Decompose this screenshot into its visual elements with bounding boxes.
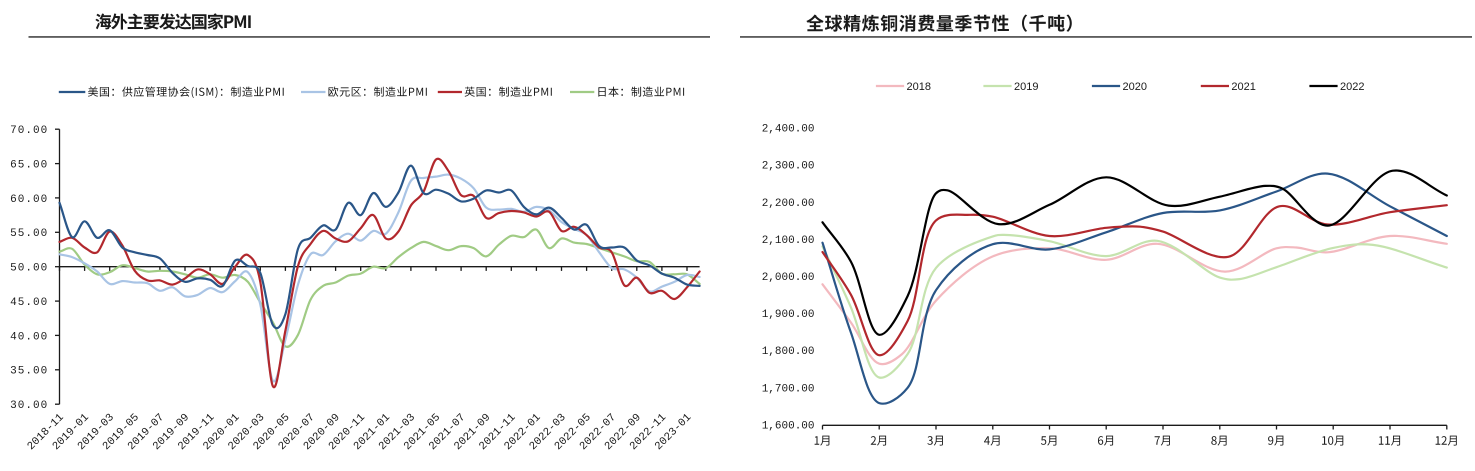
svg-text:2021: 2021 [1231,81,1255,93]
svg-text:1,700.00: 1,700.00 [762,383,815,395]
svg-text:2,000.00: 2,000.00 [762,272,815,284]
svg-text:35.00: 35.00 [10,366,48,378]
svg-text:65.00: 65.00 [10,160,48,172]
svg-text:2,400.00: 2,400.00 [762,124,815,136]
svg-text:45.00: 45.00 [10,297,48,309]
svg-text:2,100.00: 2,100.00 [762,235,815,247]
svg-text:2,300.00: 2,300.00 [762,161,815,173]
svg-text:2,200.00: 2,200.00 [762,198,815,210]
svg-text:70.00: 70.00 [10,125,48,137]
svg-text:2019: 2019 [1014,81,1038,93]
svg-text:1,800.00: 1,800.00 [762,346,815,358]
svg-text:2018: 2018 [907,81,931,93]
svg-text:60.00: 60.00 [10,194,48,206]
svg-text:2020: 2020 [1123,81,1147,93]
svg-text:40.00: 40.00 [10,331,48,343]
svg-text:2022: 2022 [1340,81,1364,93]
svg-text:1,900.00: 1,900.00 [762,309,815,321]
svg-text:30.00: 30.00 [10,400,48,412]
svg-text:50.00: 50.00 [10,263,48,275]
svg-text:55.00: 55.00 [10,228,48,240]
svg-text:1,600.00: 1,600.00 [762,421,815,433]
